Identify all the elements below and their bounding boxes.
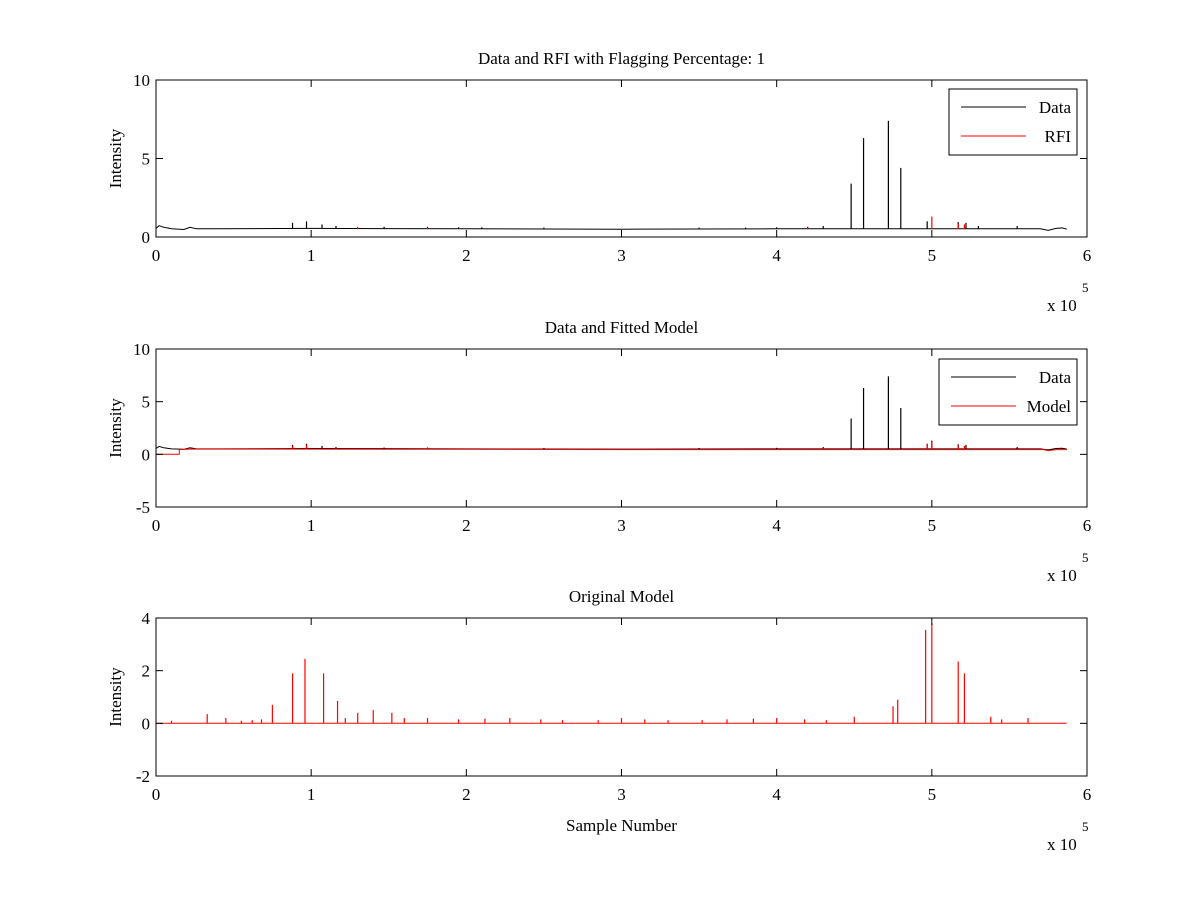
x-tick-label: 2 bbox=[462, 246, 471, 265]
y-axis-label: Intensity bbox=[106, 128, 125, 188]
x-tick-label: 6 bbox=[1083, 246, 1092, 265]
x-tick-label: 5 bbox=[928, 785, 937, 804]
x-scale-factor: x 10 bbox=[1047, 296, 1077, 315]
x-tick-label: 3 bbox=[617, 785, 626, 804]
x-tick-label: 4 bbox=[772, 785, 781, 804]
y-tick-label: 10 bbox=[133, 340, 150, 359]
x-scale-exponent: 5 bbox=[1082, 550, 1089, 565]
x-scale-factor: x 10 bbox=[1047, 566, 1077, 585]
legend-label: RFI bbox=[1045, 127, 1072, 146]
x-tick-label: 0 bbox=[152, 785, 161, 804]
y-tick-label: 5 bbox=[142, 150, 151, 169]
chart-title: Data and RFI with Flagging Percentage: 1 bbox=[478, 49, 765, 68]
x-tick-label: 4 bbox=[772, 246, 781, 265]
axes-frame bbox=[155, 79, 1088, 238]
legend-box bbox=[948, 88, 1078, 156]
x-tick-label: 4 bbox=[772, 516, 781, 535]
y-tick-label: 10 bbox=[133, 71, 150, 90]
x-scale-exponent: 5 bbox=[1082, 280, 1089, 295]
y-tick-label: -5 bbox=[136, 498, 150, 517]
y-tick-label: 4 bbox=[142, 609, 151, 628]
x-tick-label: 3 bbox=[617, 246, 626, 265]
chart-title: Data and Fitted Model bbox=[545, 318, 699, 337]
x-tick-label: 1 bbox=[307, 246, 316, 265]
legend-label: Data bbox=[1039, 368, 1072, 387]
legend: Data Model bbox=[938, 358, 1078, 426]
series-baseline bbox=[155, 225, 1067, 231]
subplot-1: 0 1 2 3 4 5 6 0 5 10 x 10 5 Data and RFI with Flaggi… bbox=[106, 49, 1091, 315]
legend: Data RFI bbox=[948, 88, 1078, 156]
series-baseline bbox=[156, 448, 1067, 455]
y-tick-label: 2 bbox=[142, 662, 151, 681]
x-tick-label: 6 bbox=[1083, 516, 1092, 535]
x-tick-label: 1 bbox=[307, 516, 316, 535]
x-tick-label: 6 bbox=[1083, 785, 1092, 804]
y-tick-label: 0 bbox=[142, 228, 151, 247]
y-tick-label: 0 bbox=[142, 445, 151, 464]
axes-frame bbox=[155, 617, 1088, 777]
legend-box bbox=[938, 358, 1078, 426]
x-tick-label: 0 bbox=[152, 246, 161, 265]
series-model-line bbox=[156, 623, 1067, 724]
legend-label: Data bbox=[1039, 98, 1072, 117]
x-tick-label: 5 bbox=[928, 516, 937, 535]
series-data-line bbox=[155, 120, 1067, 231]
x-scale-exponent: 5 bbox=[1082, 819, 1089, 834]
x-tick-label: 2 bbox=[462, 785, 471, 804]
y-axis-label: Intensity bbox=[106, 667, 125, 727]
x-axis-label: Sample Number bbox=[566, 816, 677, 835]
chart-title: Original Model bbox=[569, 587, 675, 606]
x-tick-label: 0 bbox=[152, 516, 161, 535]
series-model-line bbox=[156, 441, 1067, 455]
y-tick-label: -2 bbox=[136, 767, 150, 786]
x-tick-label: 5 bbox=[928, 246, 937, 265]
legend-label: Model bbox=[1027, 397, 1072, 416]
x-tick-label: 1 bbox=[307, 785, 316, 804]
x-tick-label: 2 bbox=[462, 516, 471, 535]
x-scale-factor: x 10 bbox=[1047, 835, 1077, 854]
y-tick-label: 5 bbox=[142, 393, 151, 412]
series-rfi-line bbox=[357, 216, 966, 230]
y-tick-label: 0 bbox=[142, 714, 151, 733]
series-data-line bbox=[155, 376, 1067, 451]
y-axis-label: Intensity bbox=[106, 398, 125, 458]
x-tick-label: 3 bbox=[617, 516, 626, 535]
